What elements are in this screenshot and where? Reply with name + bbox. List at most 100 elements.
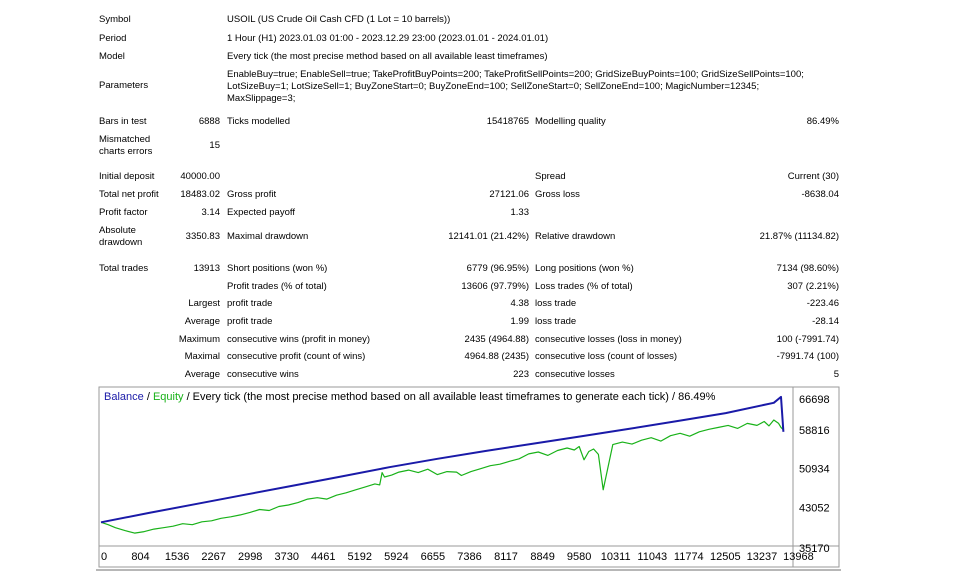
profit-trades-label: Profit trades (% of total) [227, 281, 327, 292]
profit-trades-value: 13606 (97.79%) [461, 281, 529, 292]
maximal-prefix: Maximal [184, 351, 220, 362]
largest-loss-value: -223.46 [806, 298, 839, 309]
x-tick-label: 9580 [567, 551, 591, 563]
x-tick-label: 12505 [710, 551, 741, 563]
largest-profit-value: 4.38 [510, 298, 530, 309]
average-loss-value: -28.14 [812, 316, 839, 327]
chart-outer-frame [98, 386, 840, 568]
short-positions-value: 6779 (96.95%) [466, 263, 529, 274]
parameters-line: EnableBuy=true; EnableSell=true; TakePro… [227, 69, 804, 80]
y-tick-labels: 66698 58816 50934 43052 35170 [799, 394, 830, 555]
short-positions-label: Short positions (won %) [227, 263, 328, 274]
x-tick-label: 11043 [637, 551, 667, 563]
model-value: Every tick (the most precise method base… [227, 51, 548, 62]
max-drawdown-value: 12141.01 (21.42%) [448, 231, 529, 242]
x-tick-label: 8117 [494, 551, 518, 563]
x-tick-label: 8849 [530, 551, 554, 563]
test-report: Symbol USOIL (US Crude Oil Cash CFD (1 L… [99, 14, 839, 380]
total-trades-label: Total trades [99, 263, 149, 274]
x-tick-label: 4461 [311, 551, 335, 563]
average-consec-losses-label: consecutive losses [535, 369, 615, 380]
average-consec-losses-value: 5 [833, 369, 839, 380]
x-tick-label: 2267 [201, 551, 225, 563]
profit-factor-value: 3.14 [201, 207, 221, 218]
gross-profit-label: Gross profit [227, 189, 277, 200]
loss-trades-label: Loss trades (% of total) [535, 281, 633, 292]
maximal-profit-label: consecutive profit (count of wins) [227, 351, 366, 362]
gross-loss-label: Gross loss [535, 189, 580, 200]
abs-drawdown-label: Absolute [99, 225, 136, 236]
x-tick-label: 1536 [165, 551, 189, 563]
series-layer [100, 395, 785, 534]
equity-line [100, 419, 784, 534]
mismatched-label: Mismatched [99, 134, 151, 145]
average-prefix: Average [184, 316, 220, 327]
x-tick-label: 5192 [348, 551, 372, 563]
x-tick-labels: 0 804 1536 2267 2998 3730 4461 5192 5924 6655 7386… [101, 551, 814, 563]
long-positions-value: 7134 (98.60%) [776, 263, 839, 274]
legend-description: / Every tick (the most precise method ba… [184, 391, 716, 403]
maximum-wins-label: consecutive wins (profit in money) [227, 334, 371, 345]
parameters-line: MaxSlippage=3; [227, 93, 296, 104]
bars-label: Bars in test [99, 116, 147, 127]
x-tick-label: 11774 [674, 551, 704, 563]
loss-trades-value: 307 (2.21%) [787, 281, 839, 292]
y-tick-label: 50934 [799, 464, 830, 476]
average-consec-wins-value: 223 [513, 369, 529, 380]
rel-drawdown-label: Relative drawdown [535, 231, 616, 242]
average-profit-label: profit trade [227, 316, 273, 327]
symbol-label: Symbol [99, 14, 131, 25]
bars-value: 6888 [198, 116, 220, 127]
legend-equity: Equity [153, 391, 184, 403]
largest-loss-label: loss trade [535, 298, 577, 309]
max-drawdown-label: Maximal drawdown [227, 231, 309, 242]
ticks-value: 15418765 [486, 116, 529, 127]
x-tick-label: 804 [131, 551, 149, 563]
legend-balance: Balance [104, 391, 144, 403]
largest-profit-label: profit trade [227, 298, 273, 309]
mismatched-value: 15 [209, 140, 220, 151]
initial-deposit-label: Initial deposit [99, 171, 155, 182]
net-profit-label: Total net profit [99, 189, 159, 200]
net-profit-value: 18483.02 [180, 189, 220, 200]
x-tick-label: 0 [101, 551, 107, 563]
quality-value: 86.49% [806, 116, 839, 127]
expected-payoff-label: Expected payoff [227, 207, 295, 218]
largest-prefix: Largest [188, 298, 220, 309]
abs-drawdown-label: drawdown [99, 237, 143, 248]
initial-deposit-value: 40000.00 [180, 171, 220, 182]
maximum-prefix: Maximum [178, 334, 220, 345]
parameters-line: LotSizeBuy=1; LotSizeSell=1; BuyZoneStar… [227, 81, 760, 92]
average-profit-value: 1.99 [510, 316, 530, 327]
chart-legend: Balance / Equity / Every tick (the most … [104, 391, 716, 403]
x-tick-label: 5924 [384, 551, 408, 563]
ticks-label: Ticks modelled [227, 116, 291, 127]
gross-profit-value: 27121.06 [489, 189, 529, 200]
x-tick-label: 13237 [747, 551, 778, 563]
abs-drawdown-value: 3350.83 [185, 231, 220, 242]
total-trades-value: 13913 [193, 263, 220, 274]
legend-separator: / [144, 391, 153, 403]
mismatched-label: charts errors [99, 146, 153, 157]
maximal-loss-value: -7991.74 (100) [776, 351, 839, 362]
gross-loss-value: -8638.04 [801, 189, 839, 200]
symbol-value: USOIL (US Crude Oil Cash CFD (1 Lot = 10… [227, 14, 451, 25]
profit-factor-label: Profit factor [99, 207, 148, 218]
long-positions-label: Long positions (won %) [535, 263, 634, 274]
average-consec-wins-label: consecutive wins [227, 369, 299, 380]
y-tick-label: 43052 [799, 502, 830, 514]
x-tick-label: 7386 [457, 551, 481, 563]
x-tick-label: 10311 [601, 551, 631, 563]
chart-background [99, 387, 839, 567]
y-tick-label: 66698 [799, 394, 830, 406]
maximum-losses-label: consecutive losses (loss in money) [535, 334, 682, 345]
period-value: 1 Hour (H1) 2023.01.03 01:00 - 2023.12.2… [227, 33, 549, 44]
spread-label: Spread [535, 171, 566, 182]
balance-line [100, 395, 785, 524]
spread-value: Current (30) [787, 171, 839, 182]
quality-label: Modelling quality [535, 116, 606, 127]
maximum-wins-value: 2435 (4964.88) [464, 334, 529, 345]
expected-payoff-value: 1.33 [510, 207, 530, 218]
x-tick-label: 3730 [275, 551, 299, 563]
plot-frame [98, 386, 840, 568]
